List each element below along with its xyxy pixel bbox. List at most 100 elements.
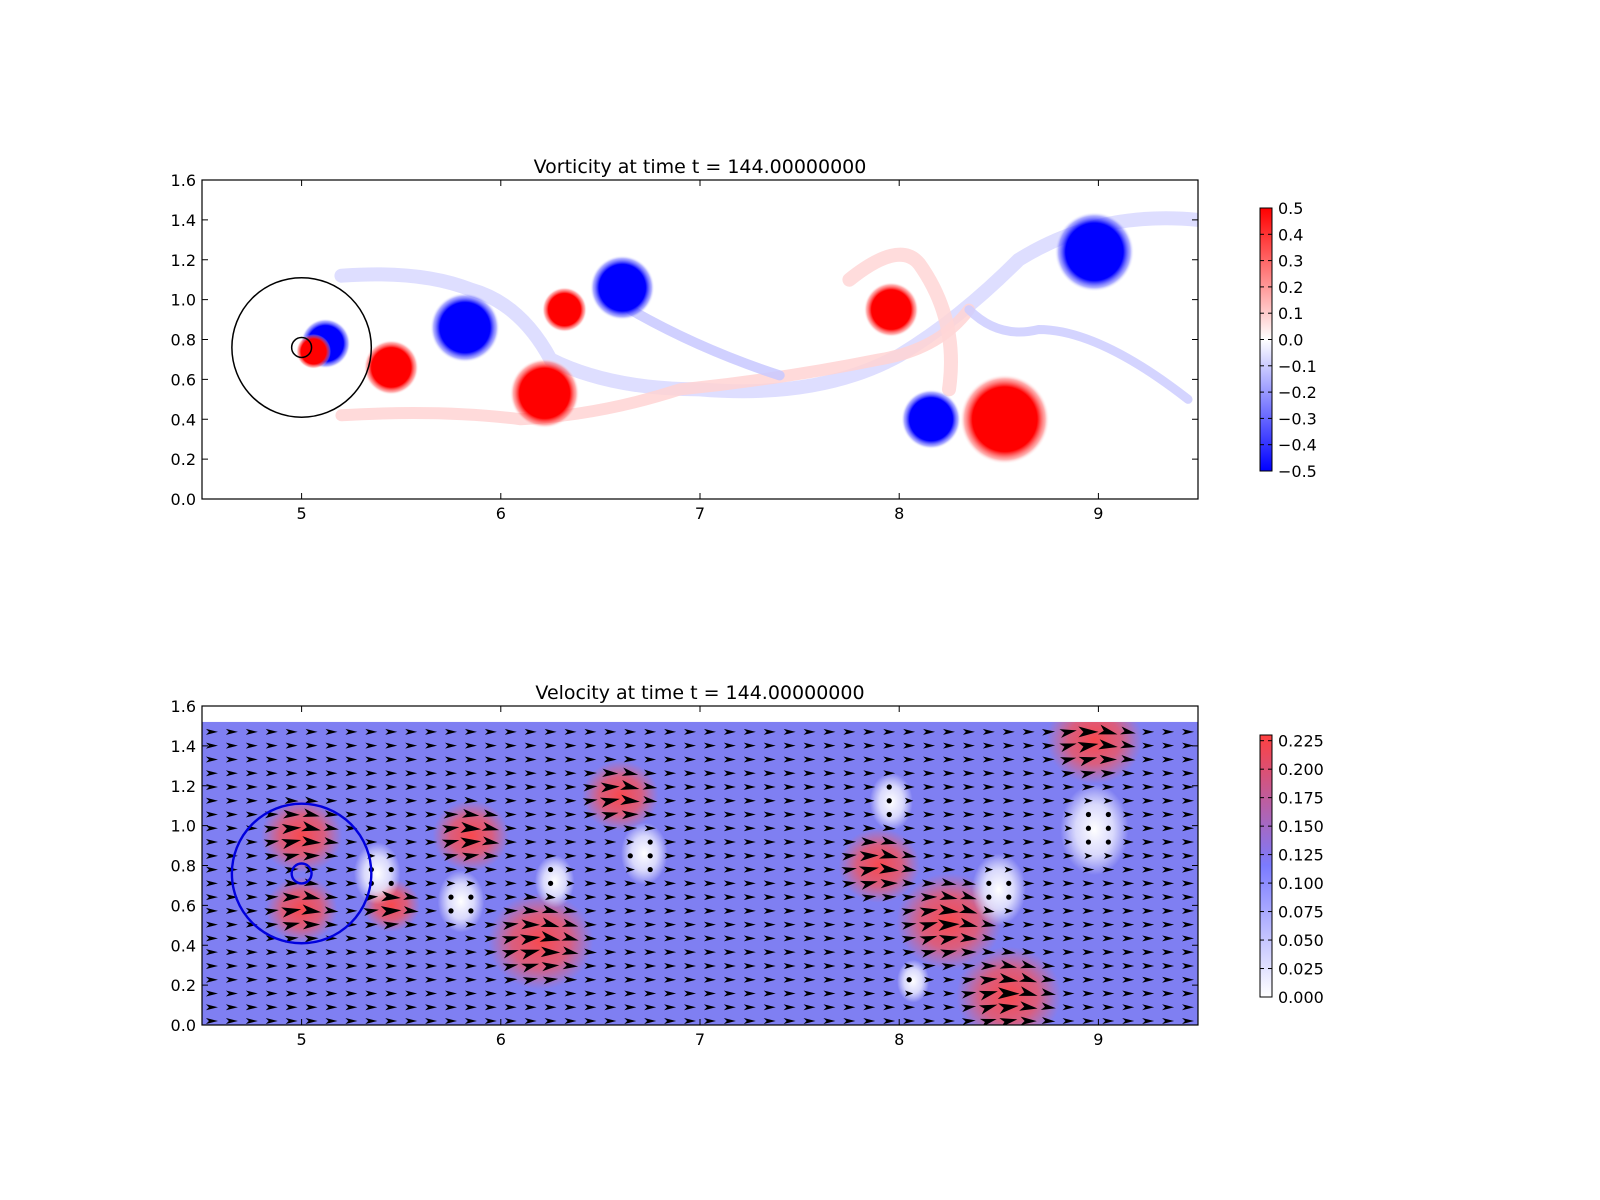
quiver-arrow [325, 880, 338, 887]
quiver-arrow [1142, 1004, 1155, 1011]
quiver-arrow [365, 839, 378, 846]
quiver-arrow [664, 1004, 677, 1011]
quiver-arrow [1182, 756, 1195, 763]
quiver-arrow [803, 894, 816, 901]
x-tick-label: 7 [695, 504, 705, 523]
quiver-arrow [205, 811, 218, 818]
quiver-arrow [903, 1004, 916, 1011]
quiver-arrow [1059, 743, 1077, 753]
quiver-arrow [345, 783, 358, 790]
quiver-arrow [205, 797, 218, 804]
quiver-arrow [1078, 756, 1098, 767]
quiver-arrow [364, 921, 378, 929]
quiver-arrow [978, 990, 998, 1001]
quiver-arrow [962, 728, 975, 735]
quiver-arrow [980, 919, 997, 928]
quiver-arrow [1022, 811, 1035, 818]
quiver-arrow [763, 921, 776, 928]
quiver-arrow [803, 811, 816, 818]
colorbar [1259, 734, 1273, 998]
x-tick-label: 5 [297, 504, 307, 523]
y-tick-label: 0.8 [171, 331, 196, 350]
quiver-arrow [962, 811, 975, 818]
quiver-arrow [1142, 866, 1155, 873]
quiver-arrow [703, 852, 716, 859]
quiver-arrow [803, 825, 816, 832]
quiver-arrow [483, 935, 498, 943]
quiver-arrow [982, 797, 995, 804]
quiver-arrow [763, 742, 776, 749]
quiver-arrow [860, 837, 878, 846]
quiver-dot [448, 908, 454, 914]
colorbar-tick-label: 0.0 [1278, 331, 1303, 350]
quiver-arrow [723, 742, 736, 749]
colorbar-tick-label: −0.5 [1278, 462, 1317, 481]
quiver-arrow [345, 894, 358, 901]
quiver-arrow [1042, 825, 1055, 832]
quiver-arrow [365, 797, 378, 804]
quiver-arrow [524, 866, 537, 873]
quiver-arrow [1122, 894, 1135, 901]
quiver-arrow [443, 810, 459, 819]
quiver-arrow [803, 866, 816, 873]
quiver-arrow [962, 770, 975, 777]
y-tick-label: 1.0 [171, 817, 196, 836]
quiver-arrow [623, 755, 637, 763]
quiver-arrow [1142, 894, 1155, 901]
quiver-arrow [961, 1004, 977, 1013]
quiver-arrow [285, 962, 298, 969]
quiver-arrow [843, 894, 856, 901]
quiver-arrow [644, 728, 657, 735]
quiver-arrow [566, 880, 575, 887]
quiver-arrow [519, 949, 541, 960]
quiver-arrow [878, 863, 899, 874]
quiver-arrow [1142, 728, 1155, 735]
quiver-arrow [1182, 962, 1195, 969]
quiver-arrow [901, 850, 917, 859]
quiver-arrow [783, 852, 796, 859]
quiver-arrow [664, 962, 677, 969]
quiver-arrow [644, 907, 657, 914]
quiver-arrow [504, 756, 517, 763]
quiver-arrow [1002, 742, 1015, 749]
quiver-arrow [245, 921, 258, 928]
quiver-arrow [664, 921, 677, 928]
quiver-arrow [544, 783, 557, 790]
quiver-arrow [445, 921, 457, 928]
quiver-arrow [905, 990, 914, 997]
quiver-arrow [365, 770, 378, 777]
quiver-arrow [564, 770, 577, 777]
quiver-arrow [763, 825, 776, 832]
quiver-arrow [823, 921, 836, 928]
quiver-arrow [1122, 962, 1135, 969]
quiver-arrow [604, 962, 617, 969]
quiver-arrow [502, 921, 519, 930]
quiver-arrow [1102, 935, 1115, 942]
quiver-arrow [345, 1018, 358, 1025]
quiver-arrow [265, 990, 278, 997]
quiver-arrow [823, 866, 836, 873]
quiver-arrow [245, 866, 258, 873]
quiver-arrow [923, 976, 935, 983]
quiver-arrow [561, 946, 579, 955]
quiver-arrow [284, 796, 299, 804]
quiver-arrow [723, 728, 736, 735]
quiver-arrow [843, 990, 856, 997]
quiver-arrow [445, 949, 457, 956]
quiver-arrow [1021, 948, 1036, 955]
quiver-arrow [982, 852, 995, 859]
quiver-arrow [823, 880, 836, 887]
quiver-arrow [365, 811, 378, 818]
quiver-arrow [703, 907, 716, 914]
quiver-arrow [823, 756, 836, 763]
chart-title: Velocity at time t = 144.00000000 [535, 682, 864, 704]
quiver-arrow [345, 770, 358, 777]
quiver-arrow [1002, 797, 1015, 804]
quiver-arrow [1098, 739, 1118, 750]
quiver-arrow [1102, 783, 1115, 791]
quiver-dot [1105, 811, 1111, 818]
quiver-arrow [1004, 907, 1014, 914]
quiver-arrow [624, 976, 637, 983]
quiver-arrow [1062, 935, 1075, 942]
quiver-arrow [883, 728, 896, 735]
